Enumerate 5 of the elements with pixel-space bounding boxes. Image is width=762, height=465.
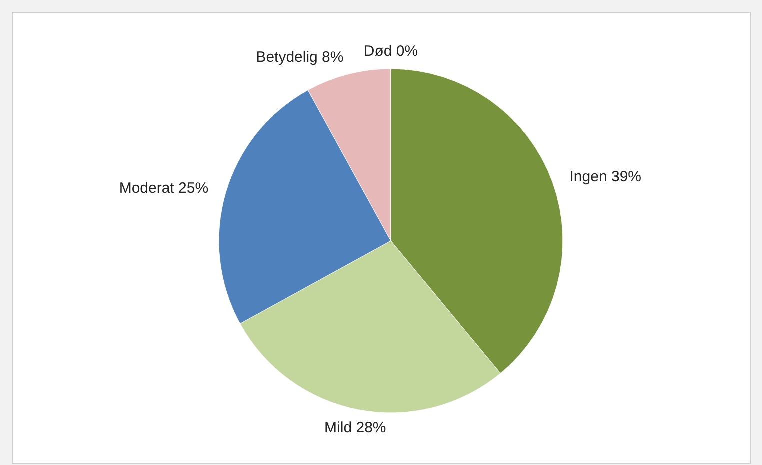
category-label: Død 0%: [364, 43, 418, 60]
slice-label: Mild 28%: [324, 420, 386, 437]
slice-label: Moderat 25%: [119, 180, 209, 197]
slice-label: Betydelig 8%: [256, 48, 344, 66]
slice-label: Ingen 39%: [570, 168, 642, 186]
